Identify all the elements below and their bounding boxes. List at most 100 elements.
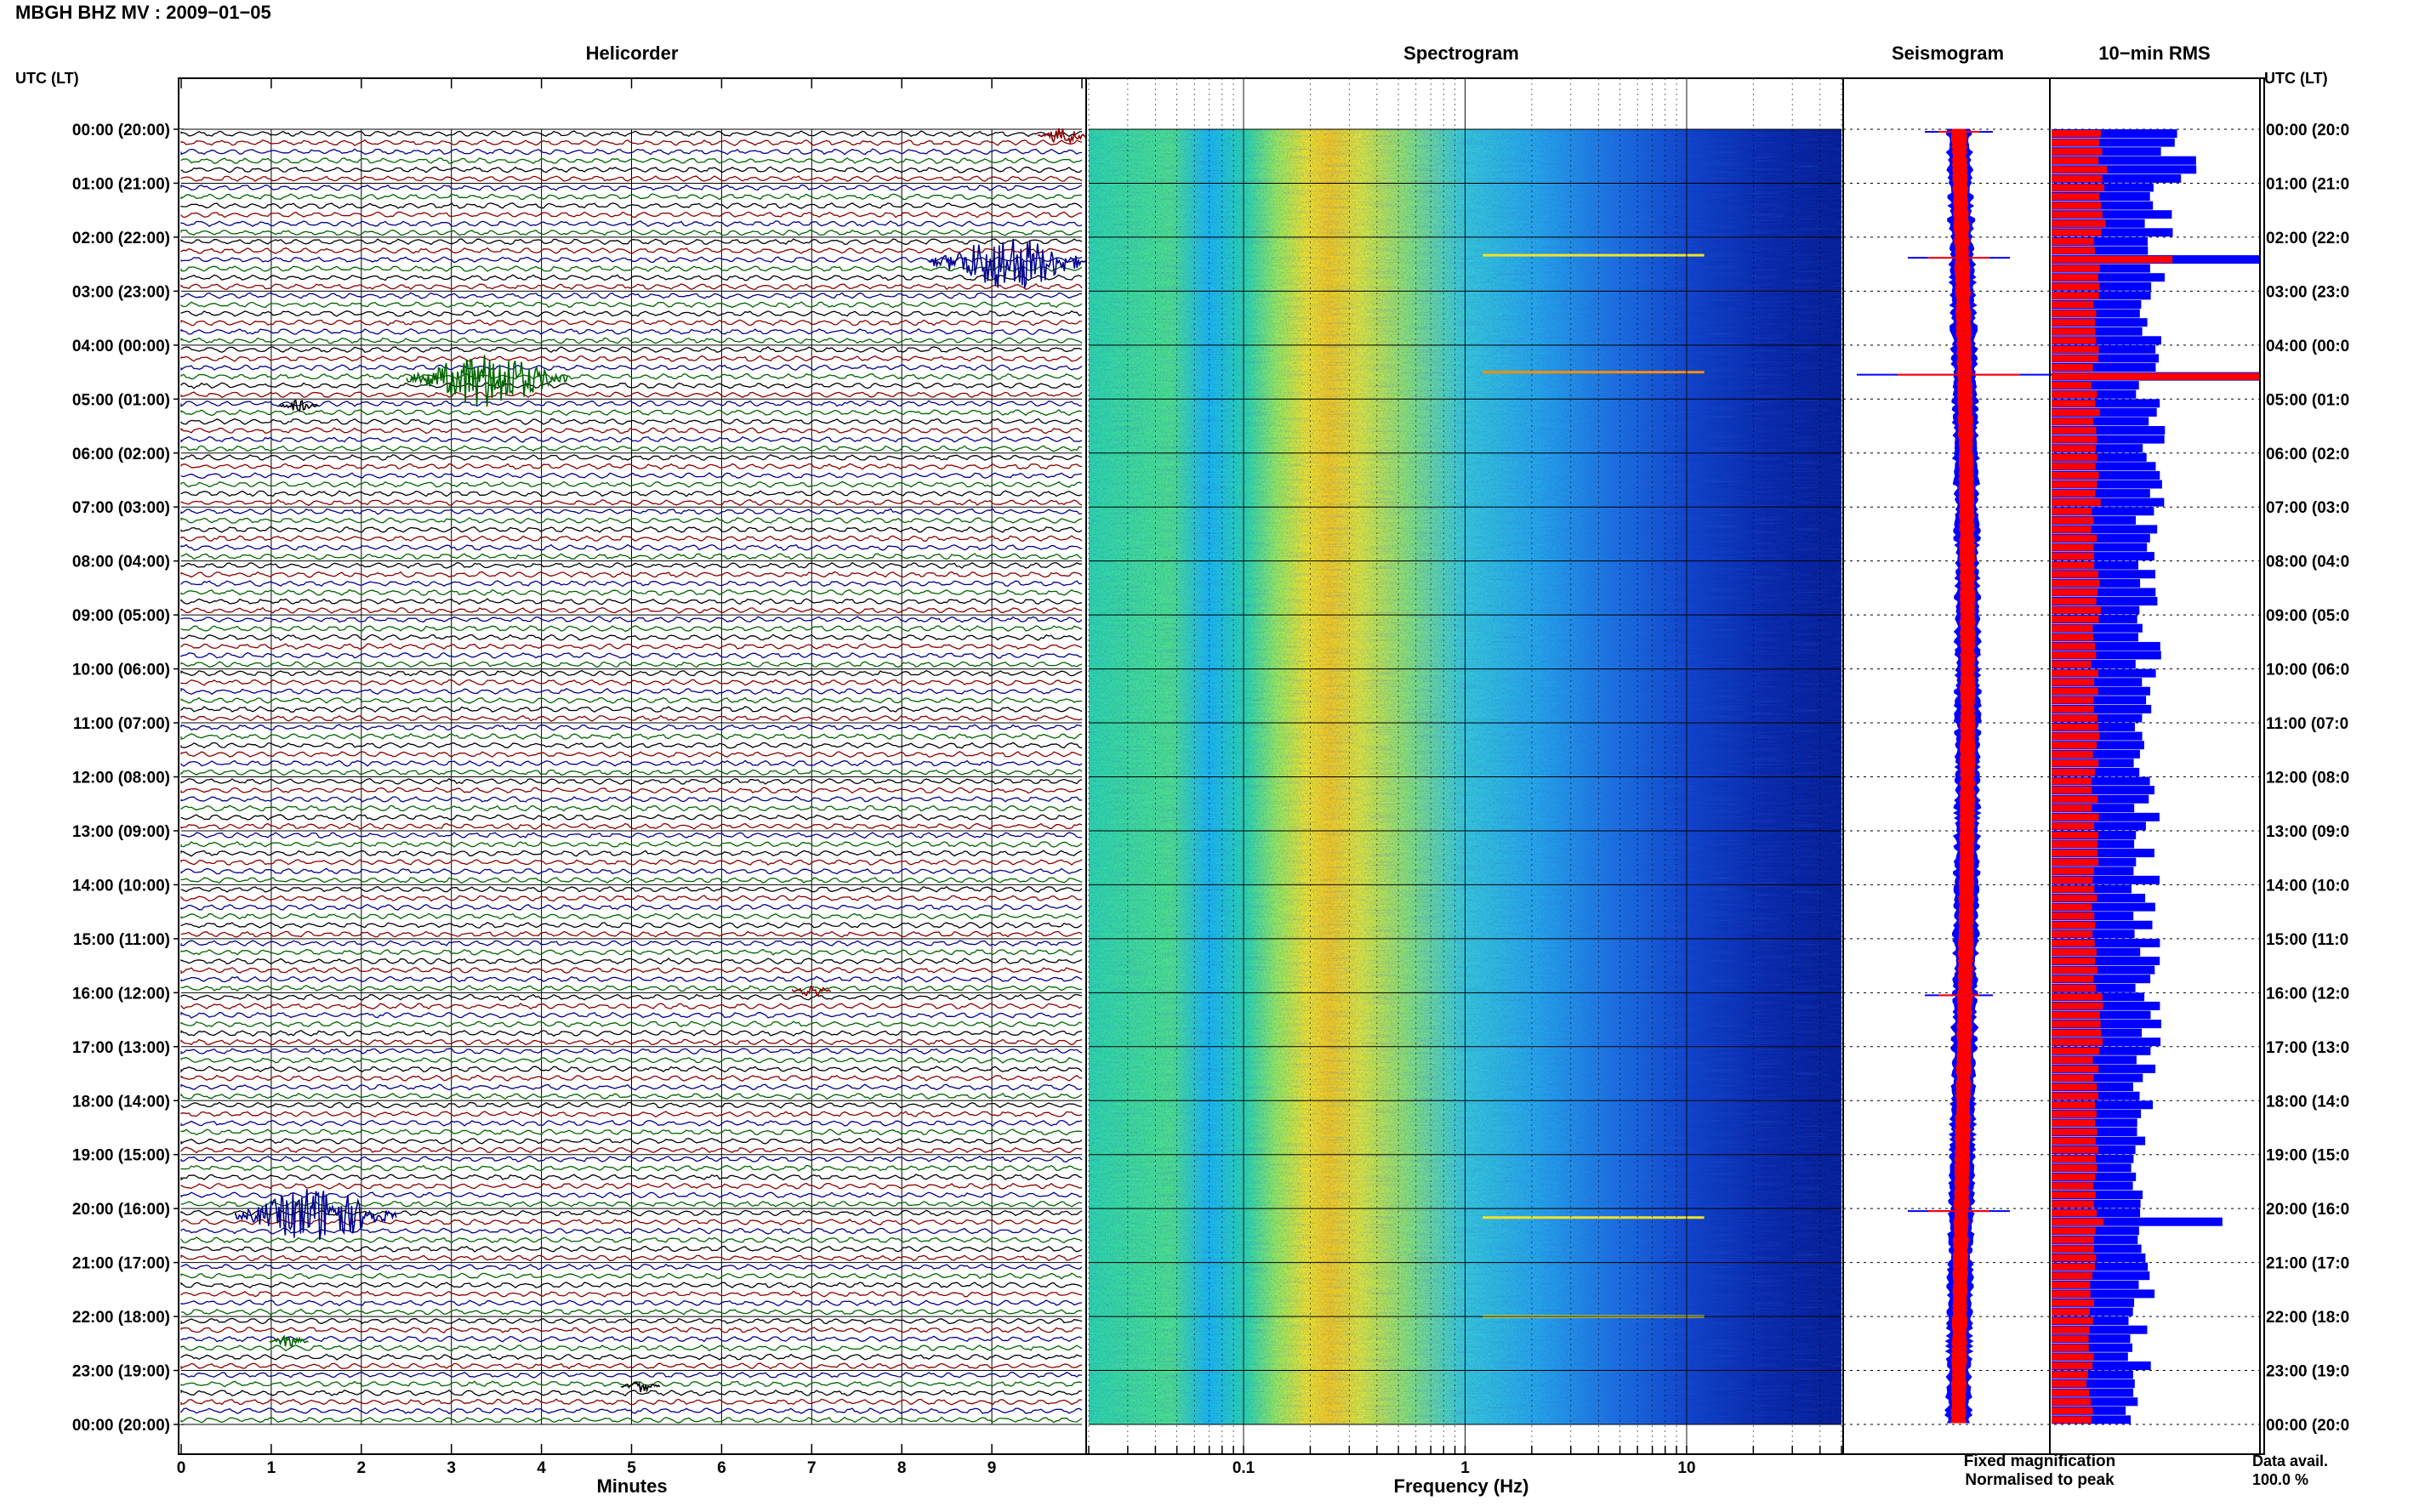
rms-bar-normalised xyxy=(2052,1326,2090,1333)
rms-bar-normalised xyxy=(2052,895,2097,902)
rms-bar-fixed xyxy=(2052,776,2150,786)
time-tick-right: 20:00 (16:0 xyxy=(2266,1201,2349,1219)
time-tick-right: 17:00 (13:0 xyxy=(2266,1039,2349,1057)
helicorder-trace-row xyxy=(180,327,1083,335)
spectrogram-x-tick-label: 1 xyxy=(1460,1459,1470,1477)
helicorder-events xyxy=(235,128,1091,1394)
helicorder-x-tick-label: 8 xyxy=(897,1459,907,1477)
rms-bar-fixed xyxy=(2052,381,2139,390)
time-tick-left: 02:00 (22:00) xyxy=(72,230,170,247)
rms-bar-normalised xyxy=(2052,1146,2098,1154)
rms-bar-normalised xyxy=(2052,1191,2096,1199)
helicorder-trace-row xyxy=(180,1119,1083,1127)
rms-bar-normalised xyxy=(2052,616,2099,623)
helicorder-trace-row xyxy=(180,1317,1083,1325)
helicorder-trace-row xyxy=(180,724,1083,731)
time-tick-left: 09:00 (05:00) xyxy=(72,607,170,625)
rms-bar-fixed xyxy=(2052,1262,2149,1271)
helicorder-trace-row xyxy=(180,966,1083,975)
rms-bar-normalised xyxy=(2052,850,2097,857)
rms-bar-fixed xyxy=(2052,1001,2160,1010)
rms-bar-fixed xyxy=(2052,623,2143,633)
helicorder-trace-row xyxy=(180,346,1083,354)
rms-bar-fixed xyxy=(2052,147,2161,156)
helicorder-trace-row xyxy=(180,814,1083,821)
helicorder-trace-row xyxy=(180,1155,1083,1162)
rms-bar-fixed xyxy=(2052,462,2156,471)
helicorder-trace-row xyxy=(180,1326,1083,1333)
time-tick-right: 09:00 (05:0 xyxy=(2266,607,2349,625)
time-tick-left: 20:00 (16:00) xyxy=(72,1201,170,1219)
rms-bar-normalised xyxy=(2052,606,2101,614)
helicorder-trace-row xyxy=(180,975,1083,983)
time-tick-right: 16:00 (12:0 xyxy=(2266,985,2349,1003)
helicorder-trace-row xyxy=(180,840,1083,848)
rms-bar-normalised xyxy=(2052,1155,2096,1162)
helicorder-trace-row xyxy=(180,1236,1083,1244)
helicorder-trace-row xyxy=(180,598,1083,605)
helicorder-trace-row xyxy=(180,274,1083,281)
rms-bar-fixed xyxy=(2052,201,2154,210)
helicorder-trace-row xyxy=(180,1111,1083,1118)
helicorder-trace-row xyxy=(180,606,1083,614)
helicorder-trace-row xyxy=(180,1227,1083,1235)
time-tick-left: 01:00 (21:00) xyxy=(72,175,170,193)
rms-bar-fixed xyxy=(2052,344,2156,354)
helicorder-trace-row xyxy=(180,687,1083,696)
rms-bar-fixed xyxy=(2052,1307,2133,1316)
helicorder-trace-row xyxy=(180,202,1083,209)
helicorder-trace-row xyxy=(180,130,1083,138)
rms-bar-fixed xyxy=(2052,1136,2146,1145)
rms-bar-fixed xyxy=(2052,651,2161,660)
time-tick-left: 23:00 (19:00) xyxy=(72,1363,170,1381)
rms-bar-normalised xyxy=(2052,912,2095,920)
rms-bar-normalised xyxy=(2052,867,2094,875)
helicorder-trace-row xyxy=(180,769,1083,776)
rms-bar-fixed xyxy=(2052,363,2156,372)
helicorder-trace-row xyxy=(180,1290,1083,1298)
rms-bar-normalised xyxy=(2052,184,2104,191)
rms-bar-fixed xyxy=(2052,533,2150,543)
rms-title: 10−min RMS xyxy=(2098,43,2210,64)
rms-bar-fixed xyxy=(2052,507,2154,516)
helicorder-trace-row xyxy=(180,238,1083,246)
rms-bar-normalised xyxy=(2052,975,2094,983)
rms-bar-normalised xyxy=(2052,705,2094,713)
rms-bar-fixed xyxy=(2052,552,2154,561)
helicorder-trace-row xyxy=(180,1191,1082,1199)
time-tick-left: 19:00 (15:00) xyxy=(72,1147,170,1165)
rms-bar-normalised xyxy=(2052,1218,2104,1225)
rms-bar-normalised xyxy=(2052,1398,2092,1406)
rms-panel xyxy=(2052,129,2260,1424)
time-tick-left: 00:00 (20:00) xyxy=(72,122,170,139)
helicorder-trace-row xyxy=(180,1074,1083,1082)
rms-bar-fixed xyxy=(2052,1199,2141,1208)
rms-bar-normalised xyxy=(2052,453,2097,461)
time-tick-right: 08:00 (04:0 xyxy=(2266,554,2349,571)
time-tick-right: 21:00 (17:0 xyxy=(2266,1255,2349,1273)
time-tick-left: 00:00 (20:00) xyxy=(72,1417,170,1435)
helicorder-event xyxy=(269,1334,309,1348)
helicorder-trace-row xyxy=(180,1138,1083,1145)
rms-bar-normalised xyxy=(2052,1344,2089,1351)
rms-bar-normalised xyxy=(2052,264,2100,272)
rms-bar-normalised xyxy=(2052,408,2100,417)
time-tick-left: 07:00 (03:00) xyxy=(72,499,170,517)
rms-bar-fixed xyxy=(2052,902,2155,912)
helicorder-trace-row xyxy=(180,1371,1083,1378)
rms-bar-normalised xyxy=(2052,1299,2094,1307)
rms-bar-fixed xyxy=(2052,633,2138,642)
helicorder-trace-row xyxy=(180,139,1083,146)
rms-bar-fixed xyxy=(2052,417,2149,426)
rms-bar-normalised xyxy=(2052,1245,2094,1253)
time-tick-left: 06:00 (02:00) xyxy=(72,446,170,463)
rms-bar-normalised xyxy=(2052,724,2099,731)
helicorder-trace-row xyxy=(180,912,1083,920)
rms-bar-normalised xyxy=(2052,687,2098,695)
rms-bar-normalised xyxy=(2052,1128,2097,1136)
rms-bar-normalised xyxy=(2052,301,2094,309)
helicorder-x-tick-label: 9 xyxy=(988,1459,997,1477)
rms-bar-normalised xyxy=(2052,256,2173,264)
rms-bar-normalised xyxy=(2052,1227,2096,1235)
helicorder-trace-row xyxy=(180,211,1083,219)
